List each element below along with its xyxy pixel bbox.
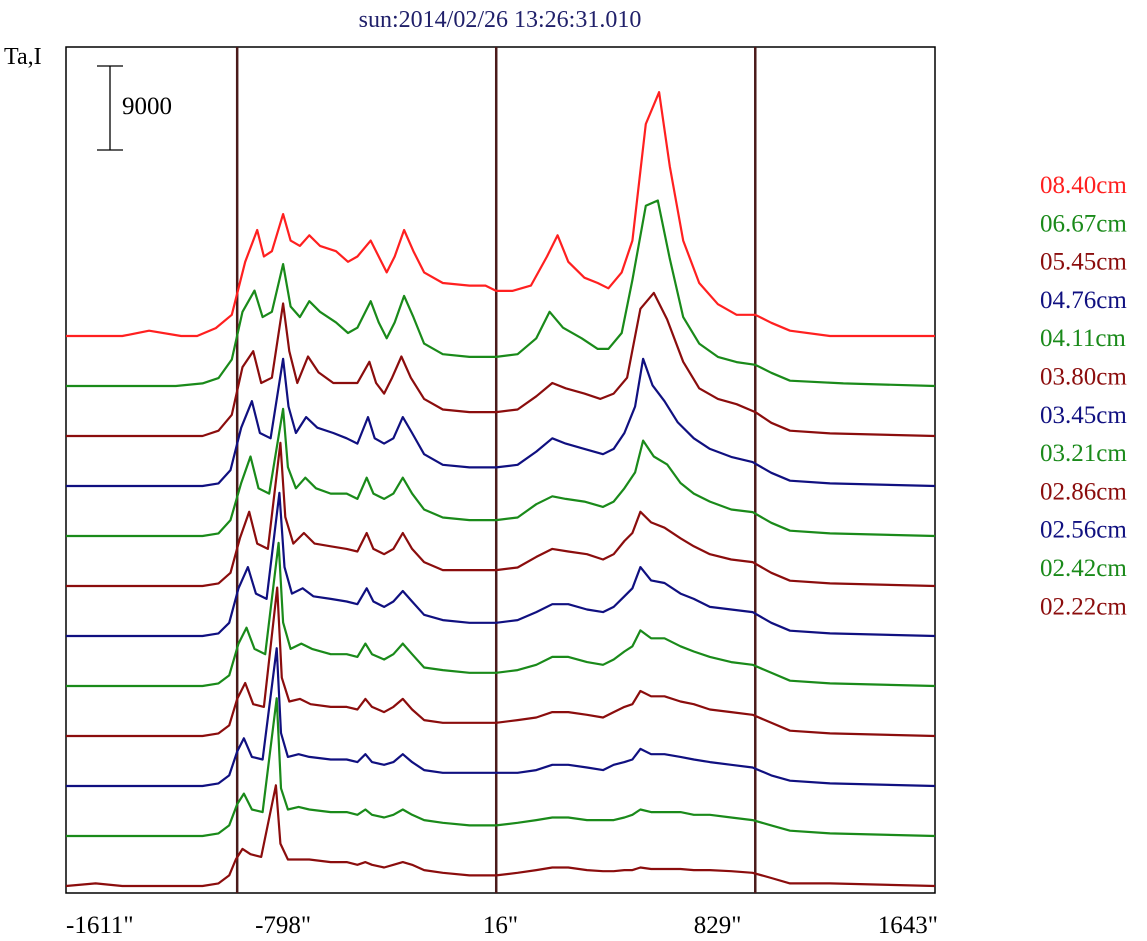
legend-entry: 02.86cm	[1040, 478, 1127, 505]
series-line-0345cm	[66, 491, 936, 638]
x-tick-label: -798"	[255, 912, 311, 939]
series-line-0411cm	[66, 407, 936, 538]
series-line-0256cm	[66, 647, 936, 788]
series-line-0545cm	[66, 291, 936, 438]
series-line-0840cm	[66, 91, 935, 338]
legend-entry: 05.45cm	[1040, 249, 1127, 276]
plot-frame	[65, 46, 936, 894]
series-line-0476cm	[66, 357, 936, 488]
chart-title: sun:2014/02/26 13:26:31.010	[359, 7, 642, 33]
legend-entry: 03.21cm	[1040, 440, 1127, 467]
y-axis-label: Ta,I	[4, 44, 42, 70]
x-tick-labels: -1611" -798" 16" 829" 1643"	[66, 912, 938, 939]
series-line-0286cm	[66, 586, 936, 738]
legend-entry: 04.11cm	[1040, 325, 1126, 352]
x-tick-label: 829"	[694, 912, 742, 939]
legend-entry: 02.22cm	[1040, 593, 1127, 620]
x-tick-label: 16"	[483, 912, 518, 939]
legend-entry: 03.45cm	[1040, 402, 1127, 429]
vertical-markers	[235, 47, 757, 893]
legend: 08.40cm 06.67cm 05.45cm 04.76cm 04.11cm 03.80…	[1040, 172, 1127, 620]
series-line-0667cm	[66, 199, 936, 388]
series-lines	[65, 91, 936, 888]
scale-bar-label: 9000	[122, 93, 172, 120]
x-tick-label: 1643"	[878, 912, 938, 939]
legend-entry: 02.42cm	[1040, 555, 1127, 582]
series-line-0222cm	[65, 784, 936, 888]
legend-entry: 04.76cm	[1040, 287, 1127, 314]
legend-entry: 08.40cm	[1040, 172, 1127, 199]
legend-entry: 03.80cm	[1040, 364, 1127, 391]
series-line-0321cm	[66, 541, 936, 688]
legend-entry: 02.56cm	[1040, 517, 1127, 544]
scale-bar: 9000	[97, 65, 172, 151]
series-line-0380cm	[66, 441, 936, 588]
x-tick-label: -1611"	[66, 912, 134, 939]
legend-entry: 06.67cm	[1040, 210, 1127, 237]
series-line-0242cm	[66, 697, 936, 838]
